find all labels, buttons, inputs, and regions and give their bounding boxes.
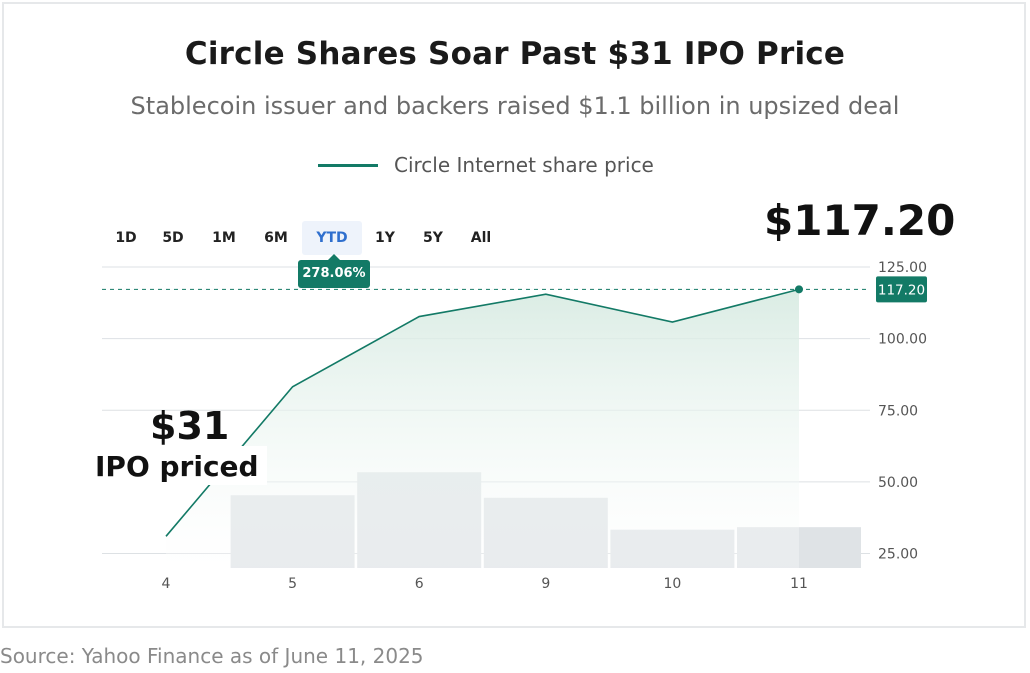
tab-1d[interactable]: 1D — [115, 230, 137, 246]
ipo-label-annotation: IPO priced — [89, 446, 267, 485]
x-tick-label: 5 — [288, 576, 297, 592]
ipo-price-annotation: $31 — [150, 404, 230, 448]
legend-label: Circle Internet share price — [394, 153, 654, 177]
price-area — [166, 289, 799, 568]
price-line — [165, 288, 800, 537]
x-tick-label: 9 — [541, 576, 550, 592]
tab-5y[interactable]: 5Y — [423, 230, 443, 246]
chart-subtitle: Stablecoin issuer and backers raised $1.… — [130, 92, 900, 120]
current-price-label: $117.20 — [764, 196, 956, 245]
x-tick-label: 4 — [162, 576, 171, 592]
x-tick-label: 10 — [663, 576, 681, 592]
tab-1m[interactable]: 1M — [212, 230, 236, 246]
range-tabs: 1D 5D 1M 6M YTD 1Y 5Y All — [104, 221, 504, 255]
last-value-tag-label: 117.20 — [878, 282, 925, 298]
y-tick-label: 125.00 — [878, 260, 927, 276]
chart-title: Circle Shares Soar Past $31 IPO Price — [184, 36, 846, 72]
tab-5d[interactable]: 5D — [162, 230, 184, 246]
y-tick-label: 100.00 — [878, 332, 927, 348]
y-tick-label: 25.00 — [878, 547, 918, 563]
y-tick-label: 50.00 — [878, 475, 918, 491]
tab-1y[interactable]: 1Y — [375, 230, 395, 246]
legend-line-swatch — [318, 163, 378, 167]
tab-6m[interactable]: 6M — [264, 230, 288, 246]
source-note: Source: Yahoo Finance as of June 11, 202… — [0, 644, 424, 668]
y-tick-label: 75.00 — [878, 403, 918, 419]
change-badge: 278.06% — [298, 254, 370, 288]
tab-all[interactable]: All — [470, 230, 492, 246]
last-price-point — [795, 285, 803, 294]
last-value-tag — [876, 276, 927, 303]
tab-ytd[interactable]: YTD — [302, 221, 362, 255]
x-tick-label: 6 — [415, 576, 424, 592]
legend: Circle Internet share price — [318, 152, 654, 178]
x-tick-label: 11 — [790, 576, 808, 592]
